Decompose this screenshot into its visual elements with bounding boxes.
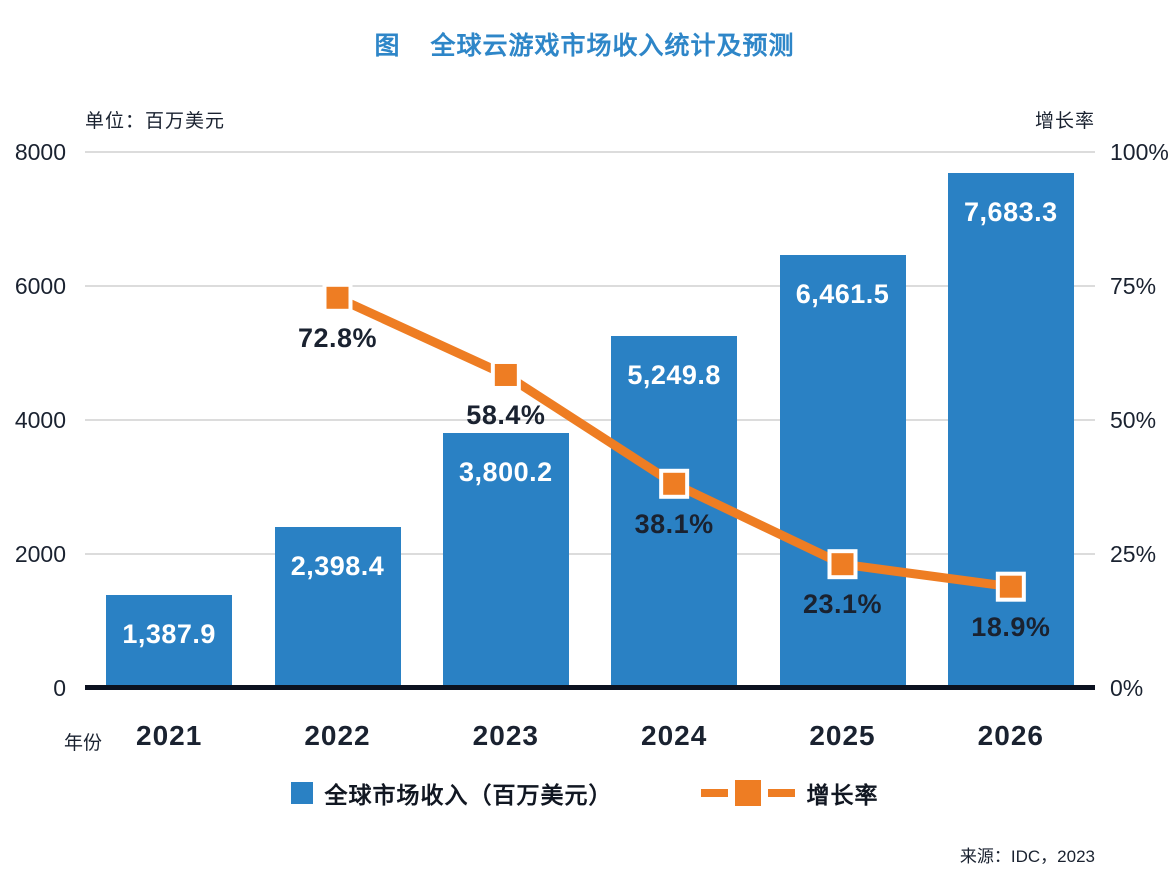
growth-value-label-2023: 58.4% [466,399,546,430]
bar-2025 [779,255,906,688]
bar-2021 [106,595,233,688]
left-axis-tick: 4000 [14,407,66,433]
legend-growth-line-icon [700,780,795,806]
x-tick-label-2022: 2022 [304,720,371,751]
right-axis-unit-label: 增长率 [1034,111,1095,132]
legend-growth-dash-left [700,789,728,797]
bar-value-label-2024: 5,249.8 [627,360,721,391]
chart-title-prefix: 图 [374,32,401,60]
bar-value-label-2021: 1,387.9 [122,619,216,649]
x-tick-label-2021: 2021 [136,720,203,751]
growth-value-label-2022: 72.8% [297,322,378,353]
growth-value-label-2024: 38.1% [634,508,714,539]
x-tick-label-2025: 2025 [809,720,876,751]
left-axis-tick: 2000 [14,541,66,567]
legend-revenue-swatch [290,782,313,804]
legend-item-growth: 增长率 [700,776,879,810]
legend: 全球市场收入（百万美元） 增长率 [0,776,1169,810]
bar-value-label-2025: 6,461.5 [795,279,890,310]
bar-value-label-2023: 3,800.2 [459,457,553,488]
gridline [85,553,1095,555]
x-axis-line [85,685,1095,690]
left-axis-tick: 6000 [14,273,66,299]
left-axis-tick: 0 [53,675,66,701]
bar-value-label-2026: 7,683.3 [964,197,1058,228]
growth-marker-2023 [490,359,521,390]
right-axis-tick: 25% [1110,541,1157,567]
year-axis-label: 年份 [64,733,103,754]
growth-value-label-2026: 18.9% [971,611,1051,642]
growth-marker-2022 [322,282,353,313]
x-tick-label-2023: 2023 [472,720,539,751]
legend-growth-label: 增长率 [806,782,879,808]
right-axis-tick: 50% [1110,407,1157,433]
bar-value-label-2022: 2,398.4 [290,551,385,582]
x-tick-label-2026: 2026 [977,720,1044,751]
right-axis-tick: 75% [1110,273,1157,299]
legend-revenue-label: 全球市场收入（百万美元） [324,782,613,808]
chart-title: 图 全球云游戏市场收入统计及预测 [0,26,1169,62]
legend-growth-marker-icon [734,780,761,806]
left-axis-unit-label: 单位：百万美元 [85,111,226,132]
left-axis-tick: 8000 [14,139,66,165]
x-tick-label-2024: 2024 [641,720,708,751]
gridline [85,285,1095,287]
gridline [85,151,1095,153]
right-axis-tick: 0% [1110,675,1144,701]
chart-title-text: 全球云游戏市场收入统计及预测 [430,32,795,60]
right-axis-tick: 100% [1110,139,1169,165]
growth-value-label-2025: 23.1% [802,589,883,620]
gridline [85,419,1095,421]
source-note: 来源：IDC，2023 [959,847,1095,866]
legend-growth-dash-right [767,789,795,797]
legend-item-revenue: 全球市场收入（百万美元） [290,776,613,810]
